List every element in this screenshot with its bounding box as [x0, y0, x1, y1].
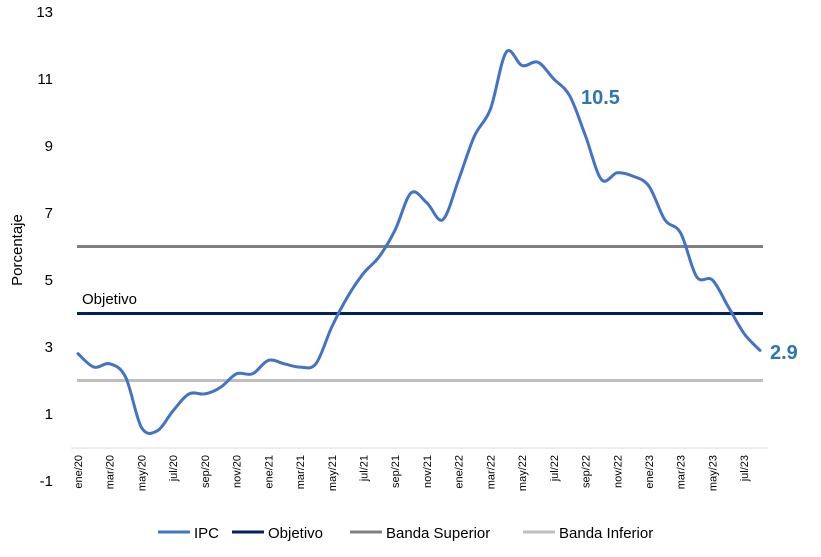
y-tick-label: 1: [45, 406, 53, 423]
x-tick-label: may/22: [517, 455, 529, 491]
x-tick-label: mar/22: [485, 455, 497, 489]
legend-label-ipc: IPC: [194, 525, 219, 542]
x-tick-label: may/20: [136, 455, 148, 491]
x-tick-label: jul/22: [549, 455, 561, 482]
ipc-peak-label: 10.5: [581, 87, 620, 109]
x-tick-label: mar/23: [676, 455, 688, 489]
x-tick-label: ene/20: [73, 455, 85, 489]
x-tick-label: ene/23: [644, 455, 656, 489]
x-tick-label: sep/22: [581, 455, 593, 488]
y-axis-label: Porcentaje: [9, 214, 26, 286]
legend-label-banda-inferior: Banda Inferior: [559, 525, 653, 542]
x-tick-label: sep/20: [200, 455, 212, 488]
x-tick-label: jul/21: [358, 455, 370, 482]
x-tick-label: nov/22: [612, 455, 624, 488]
ipc-last-label: 2.9: [770, 342, 798, 364]
x-tick-label: jul/23: [739, 455, 751, 482]
legend: IPC Objetivo Banda Superior Banda Inferi…: [158, 525, 653, 542]
x-tick-label: mar/20: [105, 455, 117, 489]
y-tick-label: 11: [37, 71, 53, 88]
x-tick-label: mar/21: [295, 455, 307, 489]
x-tick-label: may/21: [327, 455, 339, 491]
legend-item-banda-inferior: Banda Inferior: [523, 525, 653, 542]
y-tick-label: 5: [45, 272, 53, 289]
y-tick-label: 9: [45, 138, 53, 155]
x-tick-label: ene/22: [454, 455, 466, 489]
x-tick-label: ene/21: [263, 455, 275, 489]
series-line-ipc: [78, 51, 760, 434]
x-tick-label: may/23: [707, 455, 719, 491]
y-tick-label: 7: [45, 205, 53, 222]
reference-lines: [77, 247, 763, 381]
x-axis-ticks: ene/20 mar/20 may/20 jul/20 sep/20 nov/20 ene/…: [73, 455, 751, 491]
legend-item-banda-superior: Banda Superior: [350, 525, 490, 542]
x-tick-label: nov/21: [422, 455, 434, 488]
objetivo-annotation: Objetivo: [82, 291, 137, 308]
legend-item-objetivo: Objetivo: [232, 525, 323, 542]
y-tick-label: 3: [45, 339, 53, 356]
y-tick-label: -1: [40, 473, 53, 490]
x-tick-label: nov/20: [232, 455, 244, 488]
legend-item-ipc: IPC: [158, 525, 219, 542]
x-tick-label: sep/21: [390, 455, 402, 488]
legend-label-objetivo: Objetivo: [268, 525, 323, 542]
x-tick-label: jul/20: [168, 455, 180, 482]
y-tick-label: 13: [36, 4, 53, 21]
legend-label-banda-superior: Banda Superior: [386, 525, 490, 542]
